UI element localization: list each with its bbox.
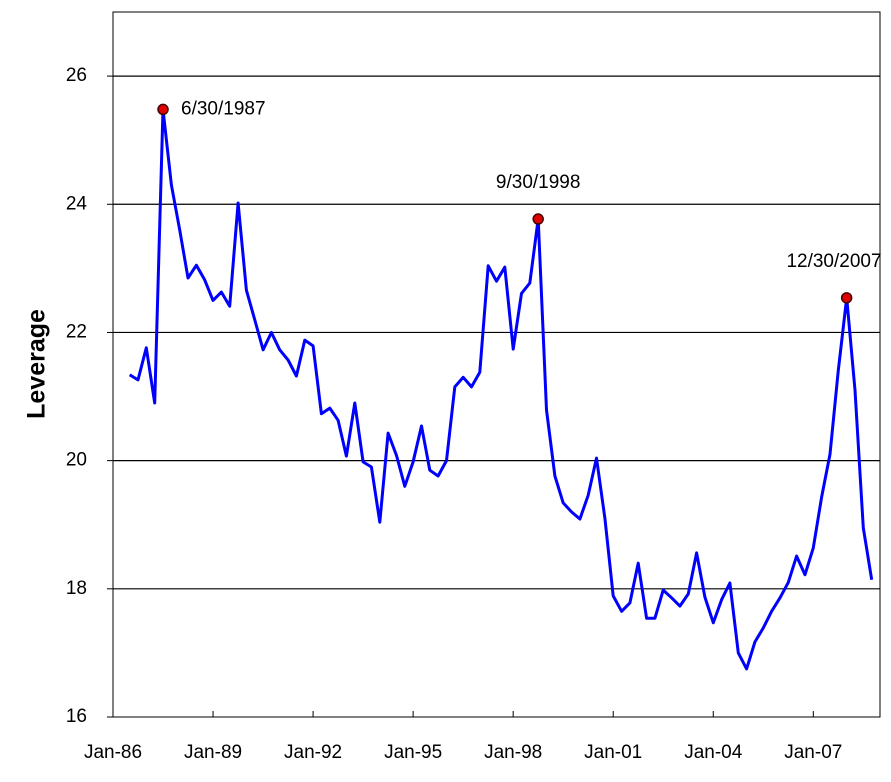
y-tick-label: 20 xyxy=(66,450,87,471)
y-tick-label: 18 xyxy=(66,578,87,599)
annotation-marker xyxy=(532,213,544,225)
annotation-label: 12/30/2007 xyxy=(786,251,881,272)
y-axis-label: Leverage xyxy=(23,309,51,419)
annotation-marker xyxy=(840,292,853,304)
y-tick-label: 26 xyxy=(66,65,87,86)
y-tick-label: 24 xyxy=(66,193,88,214)
x-tick-label: Jan-92 xyxy=(284,742,342,763)
annotation-marker xyxy=(157,103,169,116)
x-tick-label: Jan-04 xyxy=(684,742,743,763)
x-tick-label: Jan-95 xyxy=(384,742,442,763)
y-tick-label: 22 xyxy=(66,321,87,342)
x-tick-label: Jan-89 xyxy=(184,742,242,763)
x-tick-label: Jan-07 xyxy=(784,742,842,763)
annotation-label: 9/30/1998 xyxy=(496,172,581,193)
x-tick-label: Jan-98 xyxy=(484,742,542,763)
y-tick-label: 16 xyxy=(66,706,87,727)
plot-frame xyxy=(112,11,881,718)
x-tick-label: Jan-86 xyxy=(84,742,142,763)
x-tick-label: Jan-01 xyxy=(584,742,642,763)
data-line xyxy=(128,107,874,671)
annotation-label: 6/30/1987 xyxy=(181,98,266,119)
